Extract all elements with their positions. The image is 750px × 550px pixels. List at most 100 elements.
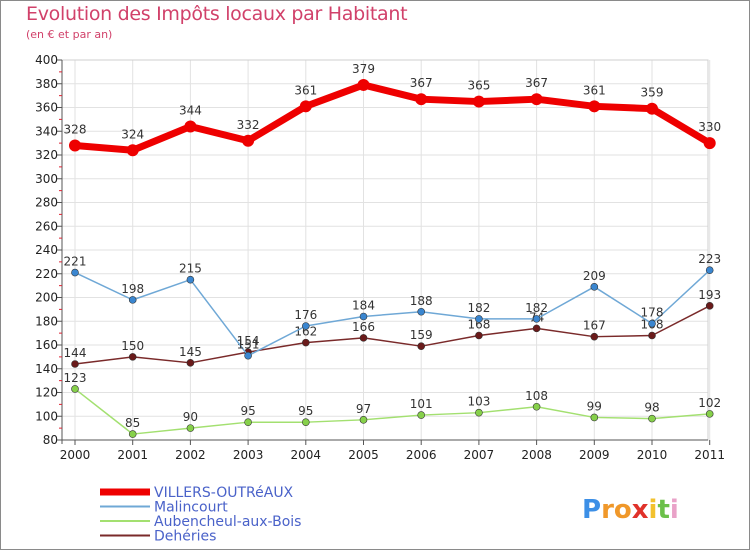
x-tick-label: 2001 — [117, 448, 148, 462]
x-tick-label: 2007 — [464, 448, 495, 462]
x-tick-label: 2004 — [291, 448, 322, 462]
data-point — [648, 319, 656, 328]
x-tick-label: 2002 — [175, 448, 206, 462]
data-label: 184 — [352, 299, 375, 313]
proxiti-logo: Proxiti — [582, 495, 679, 525]
logo-letter: x — [632, 495, 649, 525]
y-tick-label: 260 — [35, 219, 58, 233]
data-label: 193 — [698, 288, 721, 302]
data-label: 102 — [698, 396, 721, 410]
series-line — [74, 81, 712, 154]
data-label: 188 — [410, 294, 433, 308]
axes: 80 100 120 140 160 180 200 220 240 260 280 300 320 34… — [35, 53, 725, 462]
data-label: 95 — [298, 404, 313, 418]
data-label: 330 — [698, 120, 721, 134]
data-label: 167 — [583, 319, 606, 333]
series-2: 123 85 90 95 95 97 101 103 108 99 98 102 — [64, 371, 721, 438]
data-label: 176 — [294, 308, 317, 322]
series-line — [74, 305, 711, 365]
data-point — [301, 338, 310, 347]
data-label: 198 — [121, 282, 144, 296]
data-point — [301, 418, 310, 426]
data-point — [590, 413, 599, 422]
data-label: 108 — [525, 389, 548, 403]
logo-letter: o — [614, 495, 632, 525]
y-tick-label: 280 — [35, 196, 58, 210]
data-point — [475, 331, 483, 340]
data-label: 85 — [125, 416, 140, 430]
data-point — [475, 408, 483, 417]
data-point — [417, 342, 426, 350]
data-point — [646, 102, 658, 115]
data-label: 379 — [352, 62, 375, 76]
logo-letter: i — [670, 495, 679, 525]
data-label: 361 — [294, 83, 317, 97]
data-label: 361 — [583, 83, 606, 97]
data-point — [71, 385, 79, 393]
series-line — [74, 269, 711, 357]
data-label: 101 — [410, 397, 433, 411]
data-label: 209 — [583, 269, 606, 283]
x-tick-label: 2008 — [521, 448, 552, 462]
y-tick-label: 200 — [35, 291, 58, 305]
logo-letter: t — [657, 495, 669, 525]
y-tick-label: 140 — [35, 362, 58, 376]
data-label: 150 — [121, 339, 144, 353]
data-point — [359, 312, 368, 321]
data-point — [590, 332, 599, 341]
data-point — [472, 95, 485, 108]
data-point — [588, 100, 601, 113]
data-point — [128, 353, 137, 361]
series-layer: 1441501451541621661591687416716819312385… — [64, 62, 721, 438]
data-point — [244, 351, 252, 360]
data-point — [301, 322, 310, 330]
x-tick-label: 2005 — [348, 448, 379, 462]
data-label: 154 — [237, 334, 260, 348]
x-tick-label: 2009 — [579, 448, 610, 462]
data-point — [648, 414, 656, 423]
legend-label: Aubencheul-aux-Bois — [154, 514, 301, 530]
data-label: 151 — [237, 338, 260, 352]
data-label: 145 — [179, 345, 202, 359]
logo-letter: i — [649, 495, 658, 525]
data-point — [705, 266, 714, 274]
x-tick-label: 2003 — [233, 448, 264, 462]
data-label: 182 — [467, 301, 490, 315]
legend-label: Malincourt — [154, 500, 228, 516]
data-label: 215 — [179, 262, 202, 276]
data-point — [359, 416, 368, 424]
series-line — [74, 388, 710, 435]
data-label: 223 — [698, 252, 721, 266]
data-label: 178 — [641, 306, 664, 320]
data-label: 168 — [467, 318, 490, 332]
data-label: 159 — [410, 328, 433, 342]
y-tick-label: 340 — [35, 124, 58, 138]
grid-lines — [61, 59, 711, 441]
data-point — [128, 430, 137, 438]
data-point — [705, 302, 714, 310]
data-point — [648, 331, 656, 340]
data-point — [359, 334, 368, 342]
y-tick-label: 160 — [35, 338, 58, 352]
data-label: 221 — [64, 255, 87, 269]
logo-letter: r — [601, 495, 614, 525]
data-label: 103 — [467, 395, 490, 409]
y-tick-label: 360 — [35, 101, 58, 115]
data-label: 95 — [240, 404, 255, 418]
data-point — [186, 359, 195, 367]
data-label: 123 — [64, 371, 87, 385]
data-point — [186, 275, 195, 284]
y-tick-label: 320 — [35, 148, 58, 162]
data-label: 344 — [179, 104, 202, 118]
logo-letter: P — [582, 495, 601, 525]
y-tick-label: 300 — [35, 172, 58, 186]
y-tick-label: 120 — [35, 386, 58, 400]
x-tick-label: 2011 — [694, 448, 725, 462]
data-point — [186, 424, 195, 432]
data-point — [532, 315, 541, 323]
chart-title: Evolution des Impôts locaux par Habitant — [26, 3, 408, 25]
data-point — [590, 283, 599, 291]
data-label: 328 — [64, 123, 87, 137]
legend-label: Dehéries — [154, 529, 216, 545]
